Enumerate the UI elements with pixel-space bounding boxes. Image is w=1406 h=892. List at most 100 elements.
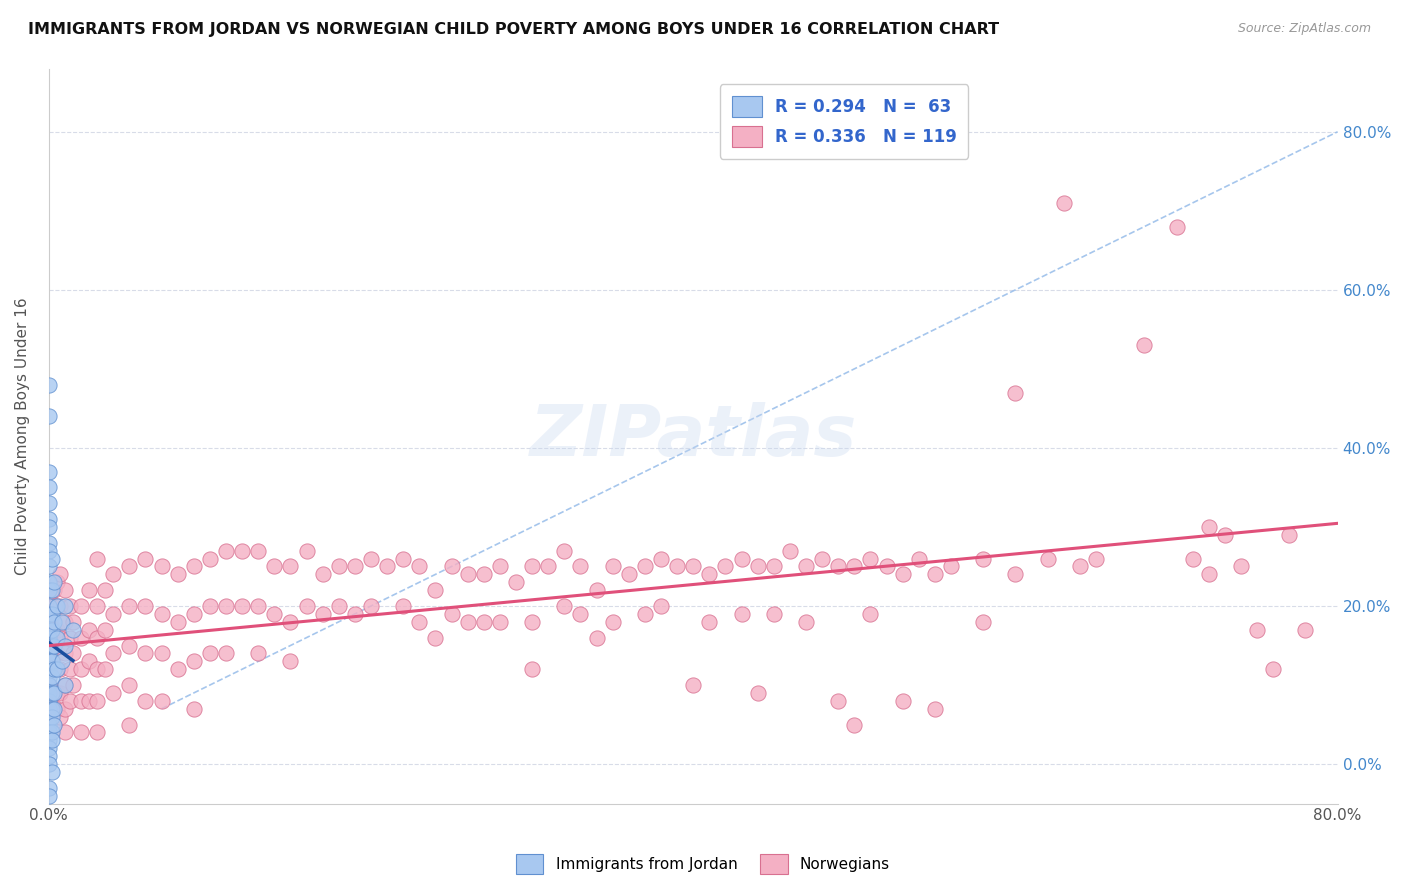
Point [859, 551, 882, 566]
Point [198, 551, 221, 566]
Point [53, 647, 76, 661]
Point [38, 575, 60, 590]
Point [42, 639, 65, 653]
Point [472, 567, 495, 582]
Point [263, 559, 285, 574]
Point [537, 559, 560, 574]
Point [183, 559, 205, 574]
Point [70, 599, 93, 613]
Point [1004, 567, 1026, 582]
Point [38, 535, 60, 549]
Point [41, 639, 63, 653]
Point [730, 551, 752, 566]
Point [45, 702, 67, 716]
Point [1198, 520, 1220, 534]
Point [827, 694, 849, 708]
Point [215, 543, 238, 558]
Point [41, 670, 63, 684]
Point [86, 599, 108, 613]
Point [198, 599, 221, 613]
Point [49, 599, 72, 613]
Point [86, 694, 108, 708]
Point [38, 757, 60, 772]
Point [103, 686, 125, 700]
Y-axis label: Child Poverty Among Boys Under 16: Child Poverty Among Boys Under 16 [15, 297, 30, 574]
Point [42, 686, 65, 700]
Point [939, 559, 962, 574]
Point [38, 583, 60, 598]
Point [650, 599, 672, 613]
Point [38, 733, 60, 747]
Point [42, 647, 65, 661]
Point [103, 607, 125, 621]
Point [86, 662, 108, 676]
Point [150, 559, 173, 574]
Point [53, 678, 76, 692]
Point [425, 631, 447, 645]
Point [247, 647, 270, 661]
Point [489, 615, 512, 629]
Point [38, 607, 60, 621]
Point [489, 559, 512, 574]
Point [49, 631, 72, 645]
Point [634, 607, 657, 621]
Point [45, 599, 67, 613]
Point [425, 583, 447, 598]
Point [408, 615, 430, 629]
Point [41, 725, 63, 739]
Point [183, 607, 205, 621]
Point [77, 623, 100, 637]
Point [53, 615, 76, 629]
Point [150, 694, 173, 708]
Point [697, 615, 720, 629]
Point [328, 599, 350, 613]
Point [553, 543, 575, 558]
Point [166, 615, 188, 629]
Point [666, 559, 689, 574]
Point [62, 615, 84, 629]
Point [45, 647, 67, 661]
Point [118, 559, 141, 574]
Point [94, 662, 117, 676]
Point [62, 623, 84, 637]
Point [1198, 567, 1220, 582]
Point [569, 607, 592, 621]
Point [343, 559, 366, 574]
Point [38, 741, 60, 756]
Point [38, 559, 60, 574]
Point [520, 615, 543, 629]
Point [1069, 559, 1091, 574]
Text: ZIPatlas: ZIPatlas [530, 401, 856, 471]
Point [891, 694, 914, 708]
Point [183, 702, 205, 716]
Point [38, 749, 60, 764]
Point [70, 631, 93, 645]
Point [41, 702, 63, 716]
Point [794, 559, 817, 574]
Point [166, 567, 188, 582]
Point [59, 599, 82, 613]
Point [1246, 623, 1268, 637]
Point [53, 639, 76, 653]
Legend: Immigrants from Jordan, Norwegians: Immigrants from Jordan, Norwegians [510, 848, 896, 880]
Point [42, 662, 65, 676]
Point [38, 678, 60, 692]
Point [51, 654, 73, 668]
Point [650, 551, 672, 566]
Point [295, 599, 318, 613]
Point [42, 583, 65, 598]
Point [51, 615, 73, 629]
Point [38, 678, 60, 692]
Point [1053, 195, 1076, 210]
Point [49, 709, 72, 723]
Point [45, 599, 67, 613]
Point [42, 717, 65, 731]
Point [118, 599, 141, 613]
Point [617, 567, 640, 582]
Point [53, 583, 76, 598]
Point [38, 465, 60, 479]
Point [77, 694, 100, 708]
Point [53, 725, 76, 739]
Point [45, 575, 67, 590]
Point [907, 551, 929, 566]
